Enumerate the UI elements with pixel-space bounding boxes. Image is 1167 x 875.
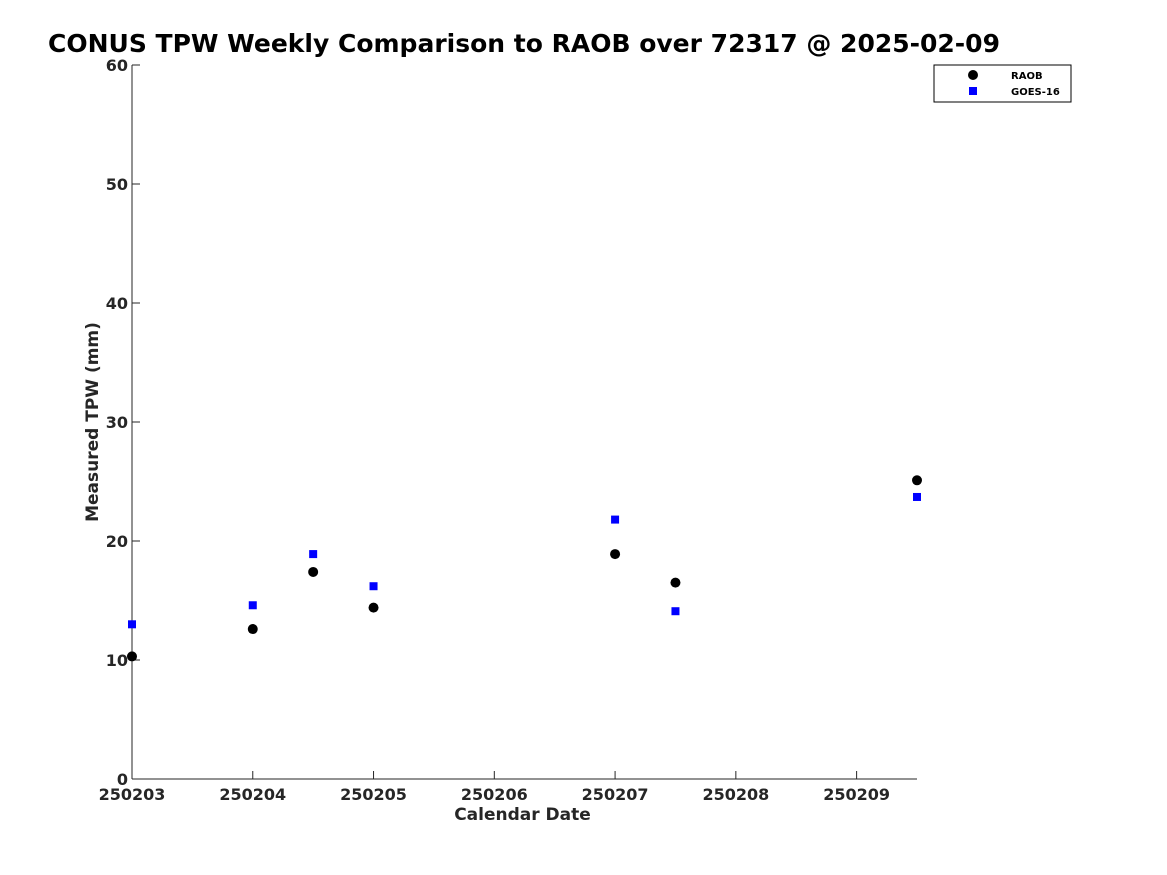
x-tick-label: 250208 — [702, 785, 769, 804]
raob-point — [368, 602, 379, 613]
y-tick-label: 40 — [106, 294, 128, 313]
data-points — [127, 475, 922, 662]
raob-point — [912, 475, 922, 486]
goes-16-point — [671, 607, 680, 616]
legend-raob-label: RAOB — [1011, 71, 1043, 82]
raob-point — [670, 577, 681, 588]
legend-raob-marker — [968, 70, 978, 80]
raob-point — [127, 651, 137, 662]
goes-16-point — [128, 620, 136, 629]
raob-point — [247, 624, 258, 635]
x-tick-label: 250207 — [582, 785, 649, 804]
y-tick-label: 30 — [106, 413, 128, 432]
y-tick-label: 10 — [106, 651, 128, 670]
raob-point — [610, 549, 621, 560]
x-axis-label: Calendar Date — [454, 805, 591, 825]
x-ticks: 250203 250204 250205 250206 250207 250208 2502… — [99, 771, 890, 804]
y-tick-label: 20 — [106, 532, 128, 551]
goes-16-point — [248, 601, 257, 610]
legend-goes-16-label: GOES-16 — [1011, 87, 1060, 98]
y-ticks: 0 10 20 30 40 50 60 — [106, 56, 140, 789]
legend-goes-16-marker — [969, 87, 977, 95]
x-tick-label: 250209 — [823, 785, 890, 804]
legend: RAOB GOES-16 — [933, 64, 1072, 103]
x-tick-label: 250206 — [461, 785, 528, 804]
y-tick-label: 60 — [106, 56, 128, 75]
x-tick-label: 250204 — [219, 785, 286, 804]
y-axis-label: Measured TPW (mm) — [83, 322, 103, 522]
y-tick-label: 0 — [117, 770, 128, 789]
chart-title: CONUS TPW Weekly Comparison to RAOB over… — [48, 29, 1000, 58]
goes-16-point — [309, 550, 318, 559]
goes-16-point — [369, 582, 378, 591]
goes-16-point — [913, 492, 921, 501]
legend-box — [933, 64, 1072, 103]
x-tick-label: 250205 — [340, 785, 407, 804]
x-tick-label: 250203 — [99, 785, 166, 804]
goes-16-point — [611, 515, 620, 524]
y-tick-label: 50 — [106, 175, 128, 194]
raob-point — [308, 566, 319, 577]
